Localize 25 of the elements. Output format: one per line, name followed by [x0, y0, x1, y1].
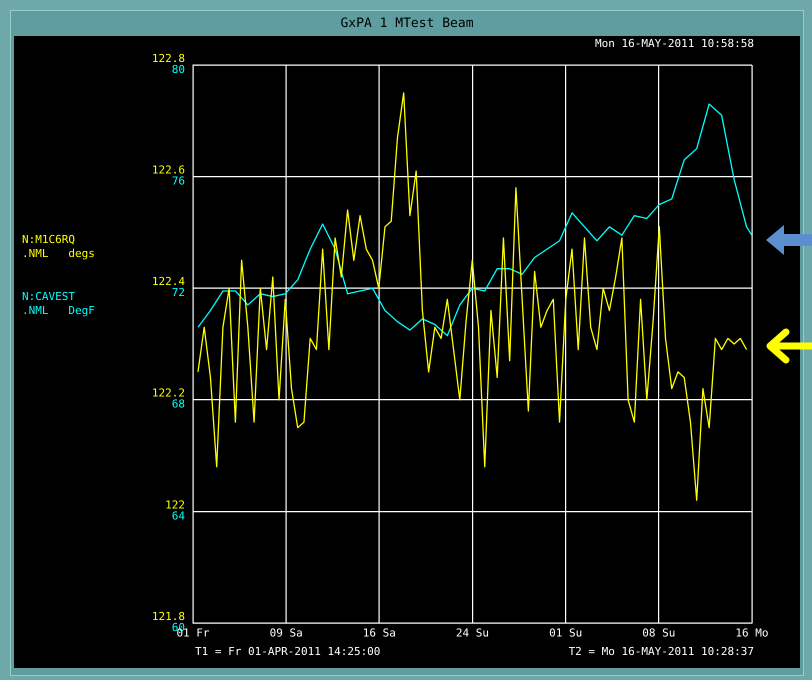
x-tick-label: 16 Mo	[735, 626, 769, 640]
text: N:M1C6RQ	[22, 232, 75, 246]
x-tick-label: 08 Su	[642, 626, 676, 640]
y-tick-label: 122.8	[152, 52, 185, 65]
x-tick-label: 09 Sa	[270, 626, 303, 640]
text: .NML degs	[22, 246, 95, 260]
x-tick-label: 01 Su	[549, 626, 582, 640]
text: T2 = Mo 16-MAY-2011 10:28:37	[568, 644, 754, 658]
y-tick-label: 121.8	[152, 610, 185, 623]
x-tick-label: 24 Su	[456, 626, 490, 640]
y-tick-label: 122.6	[152, 163, 185, 176]
text: T1 = Fr 01-APR-2011 14:25:00	[195, 644, 380, 658]
y2-tick-label: 68	[172, 398, 185, 411]
y2-tick-label: 80	[172, 62, 185, 76]
y2-tick-label: 76	[172, 174, 185, 188]
text: .NML DegF	[22, 304, 95, 317]
y-tick-label: 122	[165, 498, 185, 512]
text: Mon 16-MAY-2011 10:58:58	[595, 36, 754, 50]
y-tick-label: 122.2	[152, 386, 185, 400]
chart-title: GxPA 1 MTest Beam	[14, 14, 800, 34]
y-tick-label: 122.4	[152, 275, 186, 288]
y2-tick-label: 72	[172, 286, 185, 300]
text: N:CAVEST	[22, 290, 76, 303]
x-tick-label: 16 Sa	[362, 626, 396, 640]
y2-tick-label: 64	[172, 509, 186, 522]
